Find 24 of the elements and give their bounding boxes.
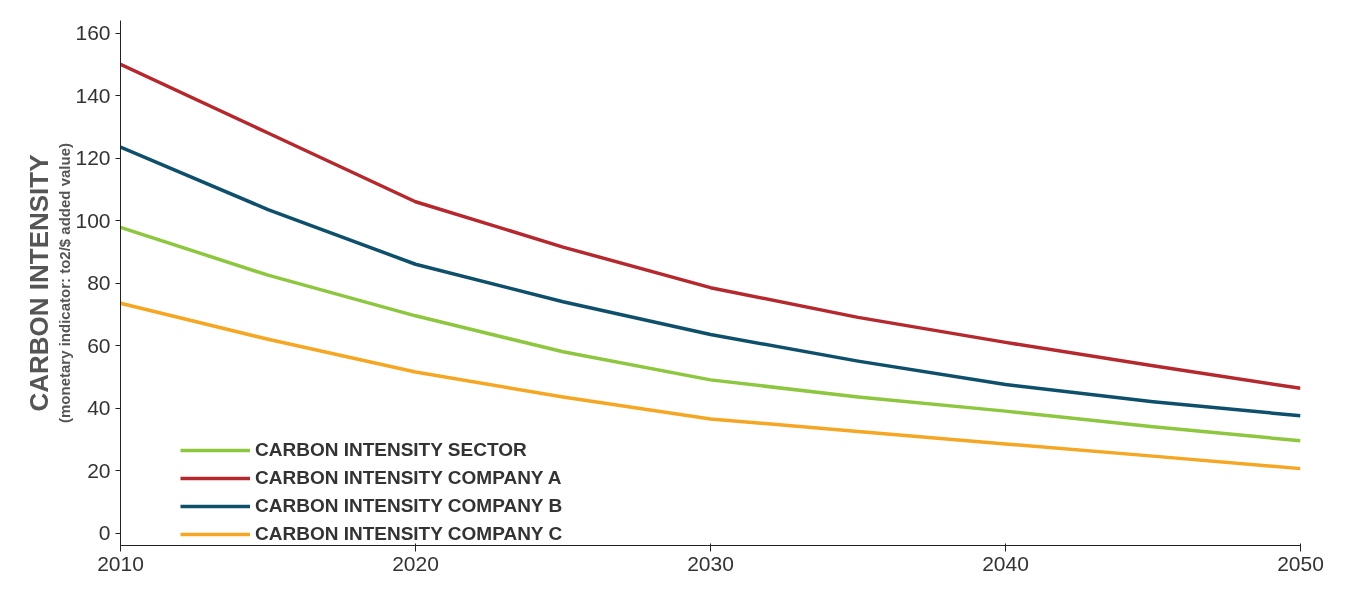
y-tick-label: 140 (75, 83, 111, 107)
legend-label: CARBON INTENSITY SECTOR (255, 439, 527, 461)
y-tick-label: 100 (75, 208, 111, 232)
y-tick-label: 160 (75, 21, 111, 44)
legend-label: CARBON INTENSITY COMPANY C (255, 523, 563, 545)
y-tick-label: 0 (98, 521, 111, 544)
line-series (120, 301, 1301, 471)
x-tick-label: 2020 (392, 551, 439, 575)
y-tick-label: 120 (75, 146, 111, 169)
y-tick-label: 80 (87, 271, 111, 294)
legend-label: CARBON INTENSITY COMPANY B (255, 495, 563, 517)
line-series (120, 225, 1301, 443)
legend-label: CARBON INTENSITY COMPANY A (255, 467, 562, 489)
x-tick-label: 2030 (687, 551, 734, 575)
y-axis-title: CARBON INTENSITY (23, 154, 54, 412)
x-tick-label: 2050 (1277, 551, 1324, 575)
text: (monetary indicator: tо2/$ added value) (55, 142, 73, 424)
y-tick-label: 40 (87, 396, 111, 419)
x-tick-label: 2040 (982, 551, 1029, 575)
line-series (120, 62, 1301, 391)
x-tick-label: 2010 (97, 551, 144, 575)
y-tick-label: 60 (87, 333, 111, 357)
line-series (120, 145, 1301, 418)
y-tick-label: 20 (87, 458, 111, 482)
